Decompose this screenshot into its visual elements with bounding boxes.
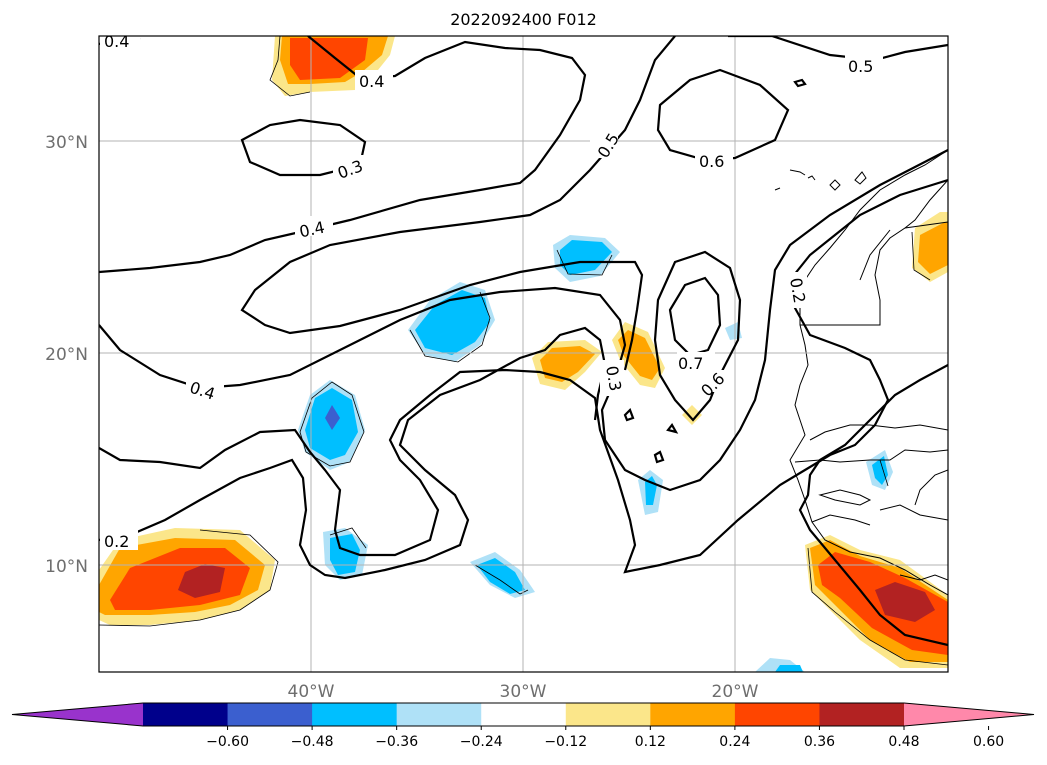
shade-dark-red bbox=[875, 582, 935, 622]
shade-orange bbox=[618, 330, 660, 380]
colorbar-bin bbox=[143, 703, 229, 726]
contour-lines bbox=[99, 36, 948, 647]
contour-label: 0.4 bbox=[359, 72, 384, 91]
contour-label: 0.4 bbox=[298, 218, 327, 242]
coastlines bbox=[774, 149, 948, 596]
contour-label: 0.3 bbox=[602, 364, 625, 392]
colorbar-bin bbox=[734, 703, 820, 726]
lat-label: 20°N bbox=[45, 345, 88, 365]
lat-label: 10°N bbox=[45, 557, 88, 577]
shade-light-orange bbox=[682, 405, 702, 425]
colorbar-extend-high bbox=[904, 703, 1034, 726]
colorbar-tick-label: −0.60 bbox=[206, 734, 249, 750]
colorbar-tick-label: 0.60 bbox=[973, 734, 1004, 750]
contour-label: 0.7 bbox=[678, 354, 703, 373]
shade-medium-blue bbox=[325, 405, 340, 430]
colorbar-bin bbox=[565, 703, 651, 726]
colorbar-tick-label: 0.48 bbox=[888, 734, 919, 750]
shade-red-orange bbox=[110, 548, 250, 610]
lon-labels: 40°W 30°W 20°W bbox=[288, 682, 759, 702]
colorbar-bin bbox=[819, 703, 905, 726]
colorbar-tick-label: −0.48 bbox=[291, 734, 334, 750]
shade-blue bbox=[560, 240, 612, 275]
contour-labels: 0.4 0.4 0.3 0.4 0.5 0.6 0.5 0.4 0.2 0.3 … bbox=[100, 30, 883, 551]
colorbar-bin bbox=[650, 703, 736, 726]
colorbar-bin bbox=[396, 703, 482, 726]
map-frame bbox=[98, 35, 949, 673]
shade-blue bbox=[775, 665, 803, 672]
contour-label: 0.2 bbox=[104, 532, 129, 551]
shade-orange bbox=[918, 222, 948, 274]
contour-label: 0.2 bbox=[786, 276, 809, 304]
colorbar-tick-label: 0.24 bbox=[719, 734, 750, 750]
contour-label: 0.5 bbox=[848, 57, 873, 76]
colorbar: −0.60 −0.48 −0.36 −0.24 −0.12 0.12 0.24 0.36 0.4… bbox=[11, 702, 1035, 750]
colorbar-tick-label: 0.12 bbox=[635, 734, 666, 750]
shade-orange bbox=[540, 346, 595, 382]
lon-label: 20°W bbox=[712, 682, 759, 702]
shade-dark-red bbox=[178, 564, 225, 598]
colorbar-tick-label: −0.12 bbox=[544, 734, 587, 750]
gridlines bbox=[99, 36, 948, 672]
colorbar-bin bbox=[481, 703, 567, 726]
map-title: 2022092400 F012 bbox=[450, 10, 597, 29]
lon-label: 40°W bbox=[288, 682, 335, 702]
contour-label: 0.6 bbox=[699, 152, 724, 171]
lon-label: 30°W bbox=[500, 682, 547, 702]
lat-label: 30°N bbox=[45, 133, 88, 153]
colorbar-extend-low bbox=[12, 703, 143, 726]
lat-labels: 30°N 20°N 10°N bbox=[45, 133, 88, 577]
shade-blue bbox=[415, 290, 490, 355]
colorbar-tick-label: −0.24 bbox=[460, 734, 503, 750]
colorbar-bin bbox=[312, 703, 398, 726]
colorbar-tick-label: 0.36 bbox=[804, 734, 835, 750]
shade-blue bbox=[872, 456, 888, 485]
colorbar-tick-label: −0.36 bbox=[375, 734, 418, 750]
contour-label: 0.4 bbox=[104, 32, 129, 51]
shade-blue bbox=[477, 558, 525, 594]
colorbar-bin bbox=[227, 703, 313, 726]
